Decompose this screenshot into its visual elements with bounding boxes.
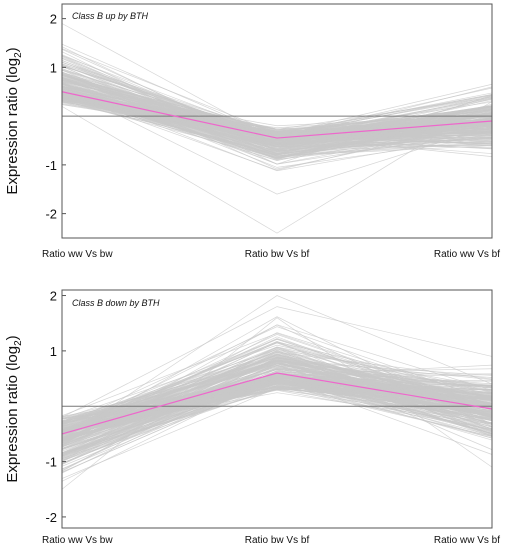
panel-2-category-label: Ratio ww Vs bw <box>42 535 113 546</box>
panel-2-y-ticks: 2 1 -1 -2 <box>45 289 66 525</box>
panel-1-y-axis-label: Expression ratio (log2) <box>4 47 24 194</box>
profile-line <box>61 326 493 426</box>
y-tick-label: -1 <box>45 158 57 173</box>
profile-line <box>61 341 493 444</box>
profile-line <box>61 385 493 424</box>
y-tick-label: 2 <box>50 12 57 27</box>
profile-line <box>61 349 493 448</box>
profile-line <box>61 357 493 448</box>
profile-line <box>61 378 493 473</box>
panel-1-plot-frame <box>61 3 493 239</box>
profile-line-outlier <box>61 101 493 234</box>
panel-1-y-ticks: 2 1 -1 -2 <box>45 12 66 222</box>
y-tick-label: -1 <box>45 455 57 470</box>
panel-2-mean-line <box>61 372 493 435</box>
profile-line <box>61 86 493 152</box>
profile-line <box>61 388 493 454</box>
profile-line <box>61 57 493 143</box>
y-tick-label: -2 <box>45 207 57 222</box>
profile-line <box>61 370 493 465</box>
y-tick-label: -2 <box>45 510 57 525</box>
profile-line <box>61 95 493 136</box>
panel-2-y-axis-label: Expression ratio (log2) <box>4 335 24 482</box>
profile-line-outlier <box>61 295 493 440</box>
profile-line <box>61 336 493 439</box>
panel-1-mean-line <box>61 91 493 139</box>
panel-1-category-label: Ratio ww Vs bw <box>42 249 113 260</box>
panel-1-category-label: Ratio bw Vs bf <box>245 249 310 260</box>
profile-line <box>61 92 493 160</box>
panel-2-category-label: Ratio ww Vs bf <box>434 535 500 546</box>
profile-line <box>61 86 493 144</box>
panel-1-title: Class B up by BTH <box>72 11 149 21</box>
panel-2-profile-lines <box>61 295 493 490</box>
profile-line <box>61 377 493 458</box>
profile-line <box>61 360 493 434</box>
y-tick-label: 2 <box>50 289 57 304</box>
y-tick-label: 1 <box>50 60 57 75</box>
panel-2: 2 1 -1 -2 Class B down by BTH Ratio ww Vs b… <box>4 289 500 546</box>
profile-line <box>61 363 493 418</box>
profile-line <box>61 373 493 455</box>
profile-line <box>61 385 493 441</box>
panel-1-profile-lines <box>61 23 493 234</box>
profile-line <box>61 98 493 136</box>
profile-line <box>61 71 493 150</box>
y-tick-label: 1 <box>50 344 57 359</box>
profile-line <box>61 380 493 421</box>
profile-line-outlier <box>61 86 493 195</box>
profile-line-outlier <box>61 23 493 141</box>
panel-2-category-label: Ratio bw Vs bf <box>245 535 310 546</box>
panel-2-title: Class B down by BTH <box>72 298 160 308</box>
profile-line <box>61 68 493 137</box>
profile-line-outlier <box>61 306 493 418</box>
profile-line <box>61 351 493 462</box>
panel-2-plot-frame <box>61 289 493 529</box>
profile-line <box>61 332 493 417</box>
panel-1-category-label: Ratio ww Vs bf <box>434 249 500 260</box>
profile-line-outlier <box>61 317 493 490</box>
profile-line <box>61 100 493 155</box>
profile-line <box>61 97 493 148</box>
profile-line <box>61 344 493 420</box>
panel-1: 21-1-2 Class B up by BTH Ratio ww Vs bw … <box>4 3 500 260</box>
profile-line <box>61 387 493 423</box>
profile-line <box>61 56 493 154</box>
